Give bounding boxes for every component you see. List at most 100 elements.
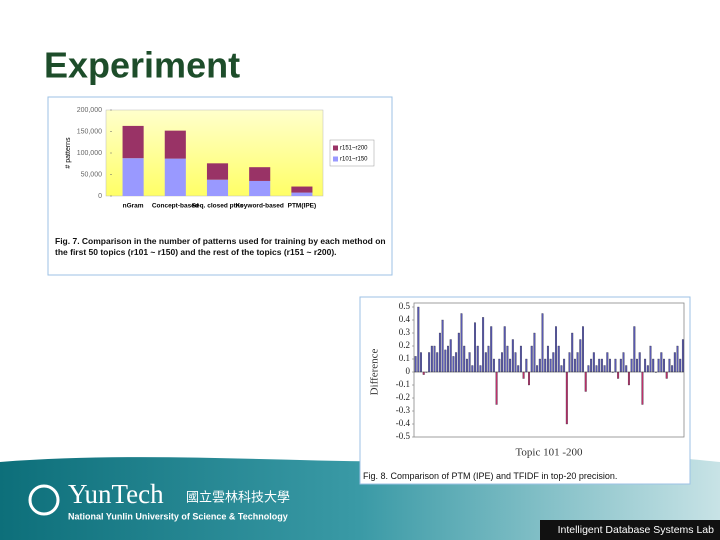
bar [538,358,541,373]
bar [474,322,476,373]
y-tick-label: 50,000 [81,171,103,178]
figure-caption: Fig. 8. Comparison of PTM (IPE) and TFID… [363,471,618,481]
bar [546,345,549,373]
lab-name: Intelligent Database Systems Lab [558,524,715,536]
bar [590,358,593,373]
bar [501,352,503,373]
bar [498,358,501,373]
bar-segment [291,186,313,193]
legend-swatch [333,145,338,151]
bar [563,358,566,373]
bar [573,358,576,373]
bar [522,371,525,379]
bar [668,358,671,373]
bar [606,352,609,373]
bar [609,358,611,373]
bar [598,358,601,373]
logo-mark [28,484,60,516]
bar [552,352,555,373]
bar [619,358,622,373]
bar-segment [164,130,186,159]
bar [584,371,587,392]
bar [492,358,495,373]
bar [544,358,547,373]
bar-segment [164,158,186,196]
bar [549,358,552,373]
bar [441,319,444,373]
legend: r151~r200 r101~r150 [329,139,375,167]
legend-label: r151~r200 [340,146,368,152]
bar [638,352,641,373]
bar-segment [206,179,229,196]
bar [447,345,449,373]
bar [503,326,506,373]
bar [506,345,509,373]
bar [671,365,674,373]
bar [420,352,422,373]
bar [560,365,563,373]
university-en: National Yunlin University of Science & … [68,511,288,521]
bar [641,371,644,405]
bar [430,345,433,373]
bar [652,358,655,373]
y-axis-label: Difference [369,348,381,395]
y-tick-label: 0.4 [399,314,411,324]
bar [471,365,474,373]
bar [587,365,590,373]
bar [490,326,493,373]
bar [633,326,636,373]
bar [622,352,625,373]
y-tick-label: 200,000 [77,107,102,114]
bar [479,365,482,373]
y-axis-label: # patterns [65,137,72,169]
y-tick-label: 0 [406,366,411,376]
bar [482,317,485,373]
x-tick-label: PTM(IPE) [288,203,317,210]
bar-segment [291,192,313,196]
bar [484,352,487,373]
bar [495,371,498,405]
bar [565,371,568,425]
y-tick-label: 0 [98,193,102,200]
x-tick-label: Keyword-based [235,203,283,210]
x-tick-label: Concept-based [152,203,199,210]
y-tick-label: -0.2 [396,392,410,402]
bar [595,365,598,373]
bar [679,358,682,373]
bar [428,352,431,373]
y-tick-label: 0.1 [399,353,410,363]
bar [468,352,471,373]
bar [557,345,560,373]
bar [517,365,520,373]
plot-area [413,302,685,438]
bar [436,352,439,373]
logo: YunTech 國立雲林科技大學 National Yunlin Univers… [28,479,290,521]
bar [449,339,452,373]
bar [614,358,617,373]
bar [455,352,458,373]
y-tick-label: 0.5 [399,301,411,311]
figure-caption: Fig. 7. Comparison in the number of patt… [55,236,386,257]
x-axis-label: Topic 101 -200 [515,447,583,459]
bar-segment [249,180,271,196]
university-cn: 國立雲林科技大學 [186,489,290,504]
bar [444,349,447,373]
bar-segment [122,158,144,196]
bar [530,345,533,373]
bar [644,358,647,373]
bar [528,371,530,386]
bar [600,358,603,373]
bar [541,313,544,373]
legend-box [329,139,375,167]
bar [646,365,649,373]
bar [422,371,425,375]
bar [663,358,665,373]
bar [476,345,479,373]
legend-swatch [333,156,338,162]
bar [649,345,652,373]
bar [576,352,579,373]
bar [463,345,466,373]
bar [536,365,539,373]
